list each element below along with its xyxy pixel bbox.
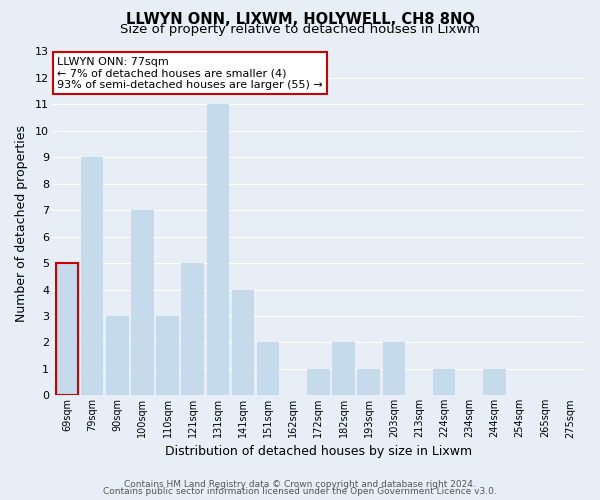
Bar bbox=[56, 263, 78, 396]
Bar bbox=[383, 342, 405, 396]
Y-axis label: Number of detached properties: Number of detached properties bbox=[15, 125, 28, 322]
Bar bbox=[332, 342, 355, 396]
Bar bbox=[433, 369, 455, 396]
Text: Contains public sector information licensed under the Open Government Licence v3: Contains public sector information licen… bbox=[103, 487, 497, 496]
Bar bbox=[257, 342, 280, 396]
Bar bbox=[106, 316, 128, 396]
Bar bbox=[181, 263, 204, 396]
Text: LLWYN ONN, LIXWM, HOLYWELL, CH8 8NQ: LLWYN ONN, LIXWM, HOLYWELL, CH8 8NQ bbox=[125, 12, 475, 28]
Bar bbox=[358, 369, 380, 396]
Bar bbox=[483, 369, 506, 396]
Bar bbox=[307, 369, 330, 396]
Text: Size of property relative to detached houses in Lixwm: Size of property relative to detached ho… bbox=[120, 22, 480, 36]
Text: LLWYN ONN: 77sqm
← 7% of detached houses are smaller (4)
93% of semi-detached ho: LLWYN ONN: 77sqm ← 7% of detached houses… bbox=[57, 56, 323, 90]
Bar bbox=[131, 210, 154, 396]
X-axis label: Distribution of detached houses by size in Lixwm: Distribution of detached houses by size … bbox=[165, 444, 472, 458]
Text: Contains HM Land Registry data © Crown copyright and database right 2024.: Contains HM Land Registry data © Crown c… bbox=[124, 480, 476, 489]
Bar bbox=[206, 104, 229, 396]
Bar bbox=[232, 290, 254, 396]
Bar bbox=[156, 316, 179, 396]
Bar bbox=[81, 158, 103, 396]
